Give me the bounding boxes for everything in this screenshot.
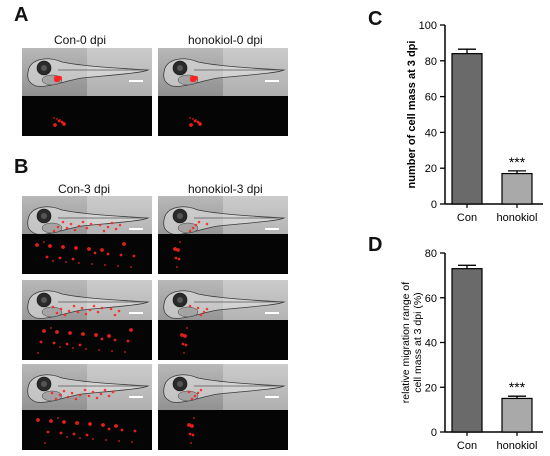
y-tick-label-c: 100	[419, 20, 437, 32]
scale-bar	[265, 80, 279, 82]
y-tick-label-c: 60	[425, 92, 437, 104]
y-tick-label-d: 80	[425, 248, 437, 260]
fluorescence-image-honokiol-3dpi-1	[158, 234, 288, 274]
panel-letter-b: B	[14, 156, 29, 178]
scale-bar	[129, 228, 143, 230]
bar-chart-d: 0 20 40 60 80 relative migration range of cell…	[400, 248, 543, 452]
y-tick-label-c: 20	[425, 163, 437, 175]
x-tick-label-c: Con	[457, 212, 477, 224]
y-tick-label-d: 0	[431, 427, 437, 439]
y-tick-label-d: 20	[425, 382, 437, 394]
fluorescence-image-con-3dpi-3	[22, 410, 152, 450]
significance-label-c: ***	[509, 154, 526, 170]
bar-d-Con	[451, 268, 483, 433]
caption-con-3dpi: Con-3 dpi	[58, 182, 111, 196]
y-tick-label-c: 40	[425, 127, 437, 139]
x-tick-label-d: honokiol	[497, 440, 538, 452]
fluorescence-image-honokiol-3dpi-3	[158, 410, 288, 450]
scale-bar	[129, 312, 143, 314]
fish-image-honokiol-0dpi	[158, 48, 288, 96]
fluorescence-image-con-3dpi-2	[22, 320, 152, 360]
panel-letter-d: D	[368, 234, 383, 256]
y-axis-label-c: number of cell mass at 3 dpi	[406, 41, 418, 189]
scale-bar	[265, 228, 279, 230]
fish-image-con-0dpi	[22, 48, 152, 96]
fluorescence-image-honokiol-0dpi	[158, 96, 288, 136]
y-axis-label-d: relative migration range of	[400, 282, 412, 403]
significance-label-d: ***	[509, 379, 526, 395]
fish-image-con-3dpi-3	[22, 364, 152, 412]
caption-honokiol-3dpi: honokiol-3 dpi	[188, 182, 263, 196]
y-tick-label-d: 40	[425, 338, 437, 350]
bar-d-honokiol	[501, 397, 533, 433]
panel-letter-a: A	[14, 4, 29, 26]
scale-bar	[265, 312, 279, 314]
bar-c-honokiol	[501, 172, 533, 205]
bar-c-Con	[451, 53, 483, 205]
y-tick-label-c: 0	[431, 199, 437, 211]
caption-honokiol-0dpi: honokiol-0 dpi	[188, 33, 263, 47]
fish-image-honokiol-3dpi-3	[158, 364, 288, 412]
fluorescence-image-honokiol-3dpi-2	[158, 320, 288, 360]
scale-bar	[265, 396, 279, 398]
fluorescence-image-con-0dpi	[22, 96, 152, 136]
y-axis-label-d: cell mass at 3 dpi (%)	[412, 292, 424, 392]
panel-letter-c: C	[368, 8, 383, 30]
y-tick-label-c: 80	[425, 56, 437, 68]
caption-con-0dpi: Con-0 dpi	[54, 33, 107, 47]
x-tick-label-d: Con	[457, 440, 477, 452]
scale-bar	[129, 396, 143, 398]
y-tick-label-d: 60	[425, 293, 437, 305]
fluorescence-image-con-3dpi-1	[22, 234, 152, 274]
x-tick-label-c: honokiol	[497, 212, 538, 224]
scale-bar	[129, 80, 143, 82]
